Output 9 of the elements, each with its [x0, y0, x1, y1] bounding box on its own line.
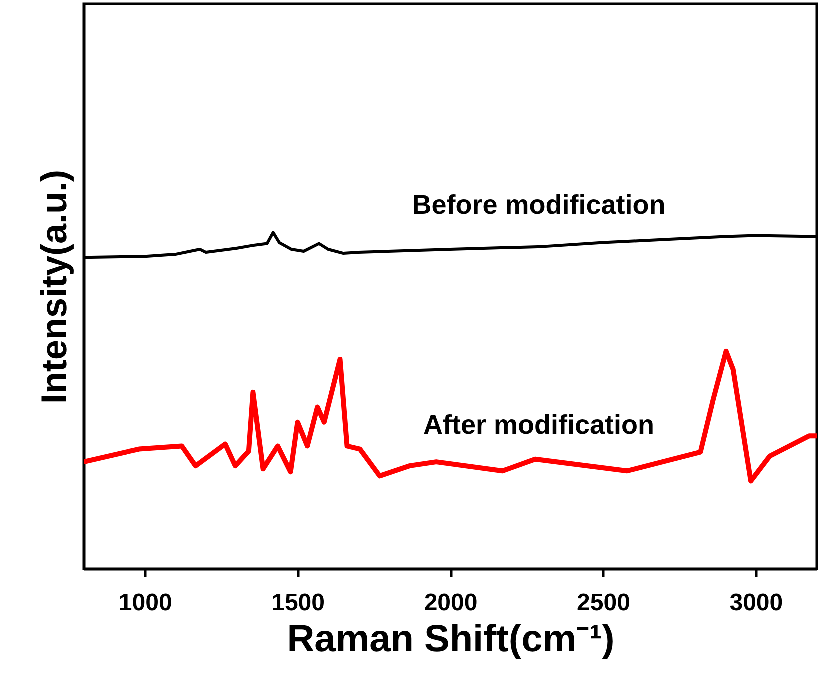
series-label: After modification	[423, 410, 655, 440]
x-tick-label: 2000	[424, 590, 478, 616]
y-axis-title: Intensity(a.u.)	[34, 170, 74, 404]
x-axis-title: Raman Shift(cm⁻¹)	[287, 618, 615, 660]
x-tick-label: 3000	[730, 590, 784, 616]
series-label: Before modification	[412, 190, 666, 220]
x-tick-label: 1500	[272, 590, 325, 616]
x-tick-label: 2500	[577, 590, 630, 616]
x-tick-label: 1000	[118, 590, 172, 616]
